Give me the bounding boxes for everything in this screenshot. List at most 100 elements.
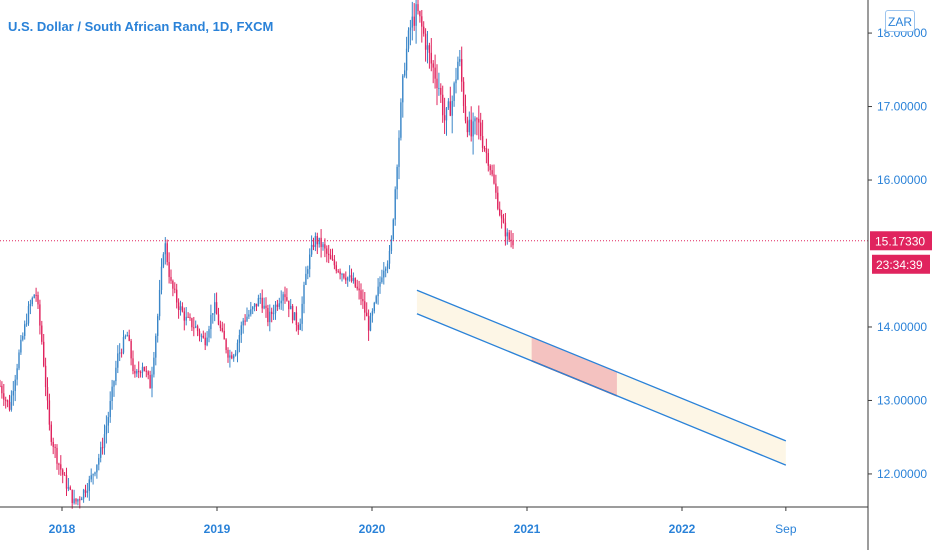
candle-body <box>345 277 347 281</box>
candle-body <box>493 174 495 184</box>
candle-body <box>445 107 448 121</box>
y-tick-label: 12.00000 <box>877 467 927 481</box>
candle-body <box>299 323 301 330</box>
candle-body <box>214 302 216 314</box>
candle-body <box>483 147 486 149</box>
candle-body <box>385 268 387 271</box>
candle-body <box>195 326 197 328</box>
candle-body <box>0 385 1 387</box>
candle-body <box>35 294 37 296</box>
candle-body <box>263 305 265 309</box>
candle-body <box>73 498 75 504</box>
candle-body <box>96 464 98 473</box>
candle-body <box>128 335 130 341</box>
candle-body <box>396 166 398 190</box>
candle-body <box>77 499 79 502</box>
candle-body <box>103 434 106 448</box>
candle-body <box>62 469 64 475</box>
candle-body <box>269 311 271 323</box>
candle-body <box>480 122 482 137</box>
candle-body <box>223 330 225 340</box>
candle-body <box>122 337 125 353</box>
candle-body <box>20 339 22 353</box>
candle-body <box>362 299 364 302</box>
currency-button[interactable]: ZAR <box>885 10 915 32</box>
candle-body <box>383 270 385 278</box>
candle-body <box>326 248 328 254</box>
candle-body <box>43 341 45 366</box>
candle-body <box>31 297 33 304</box>
candle-body <box>474 118 476 122</box>
candle-body <box>284 294 286 298</box>
candle-body <box>442 94 444 116</box>
candle-body <box>451 100 453 116</box>
candle-body <box>229 355 231 358</box>
candle-body <box>436 78 438 89</box>
channel-upper-line[interactable] <box>416 289 787 442</box>
candle-body <box>274 304 277 314</box>
candle-body <box>219 324 222 329</box>
candle-body <box>75 498 77 502</box>
candle-body <box>67 487 70 489</box>
candle-body <box>107 417 109 426</box>
candle-body <box>132 358 134 372</box>
candle-body <box>39 304 41 326</box>
parallel-channel-drawing[interactable] <box>416 289 787 466</box>
candle-body <box>476 118 478 120</box>
x-axis: 2018 2019 2020 2021 2022 Sep <box>49 507 797 536</box>
candle-body <box>124 336 127 338</box>
candle-body <box>261 297 263 309</box>
candle-body <box>115 367 117 382</box>
candle-body <box>81 498 83 501</box>
candle-body <box>413 16 415 26</box>
candle-body <box>297 324 299 330</box>
candle-body <box>174 288 176 290</box>
candle-body <box>343 273 345 278</box>
candle-body <box>24 324 26 336</box>
candle-body <box>472 121 474 137</box>
candle-body <box>69 487 71 490</box>
candle-body <box>381 277 383 283</box>
candle-body <box>233 355 235 359</box>
candle-body <box>170 276 172 281</box>
x-tick-label: 2020 <box>359 522 386 536</box>
candle-body <box>432 63 434 68</box>
countdown-label: 23:34:39 <box>876 258 923 272</box>
candle-body <box>225 339 227 350</box>
candle-body <box>12 390 14 396</box>
candle-body <box>354 278 356 287</box>
candle-body <box>335 265 337 271</box>
candle-body <box>204 337 206 346</box>
channel-lower-line[interactable] <box>416 313 787 466</box>
candle-body <box>322 244 324 248</box>
candle-body <box>366 312 368 317</box>
candle-body <box>489 165 491 171</box>
candle-body <box>487 153 489 166</box>
candle-body <box>240 325 242 336</box>
candle-body <box>82 489 85 499</box>
candle-body <box>305 273 307 285</box>
candle-body <box>328 253 330 256</box>
candle-body <box>65 475 68 489</box>
candle-body <box>84 489 87 493</box>
candle-body <box>291 305 294 321</box>
candle-body <box>10 395 13 410</box>
candle-body <box>276 304 279 307</box>
candle-body <box>400 102 402 138</box>
candle-body <box>375 296 377 303</box>
candle-body <box>301 303 303 324</box>
y-axis: 18.0000017.0000016.0000014.0000013.00000… <box>868 26 927 481</box>
candle-body <box>379 282 381 287</box>
candle-body <box>293 312 296 321</box>
candle-body <box>198 331 201 336</box>
candle-body <box>14 379 16 391</box>
candle-body <box>352 278 355 282</box>
candle-body <box>58 463 60 465</box>
candle-body <box>295 312 298 325</box>
candle-body <box>234 353 237 356</box>
candle-body <box>25 323 28 325</box>
candle-body <box>162 254 165 267</box>
candle-body <box>358 288 360 291</box>
candle-body <box>303 284 305 304</box>
